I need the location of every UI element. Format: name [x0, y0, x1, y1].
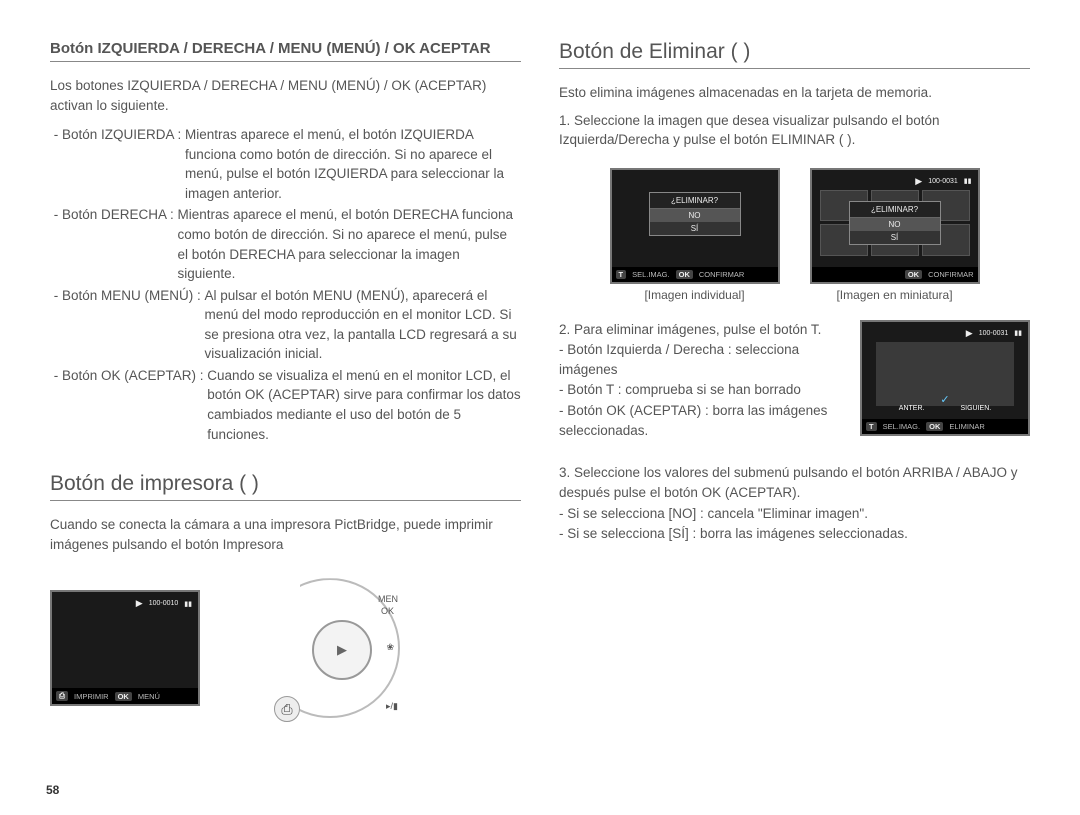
delete-dialog: ¿ELIMINAR? NO SÍ — [649, 192, 741, 236]
section-title-nav-buttons: Botón IZQUIERDA / DERECHA / MENU (MENÚ) … — [50, 40, 521, 62]
lcd-single-image: ¿ELIMINAR? NO SÍ T SEL.IMAG. OK CONFIRMA… — [610, 168, 780, 302]
printer-button-icon: ⎙ — [274, 696, 300, 722]
image-counter: 100-0031 — [979, 330, 1009, 337]
def-menu: - Botón MENU (MENÚ) : Al pulsar el botón… — [50, 286, 521, 364]
flower-icon: ❀ — [386, 642, 394, 653]
intro-text: Los botones IZQUIERDA / DERECHA / MENU (… — [50, 76, 521, 115]
button-definitions: - Botón IZQUIERDA : Mientras aparece el … — [50, 125, 521, 444]
play-icon: ▶ — [966, 328, 973, 339]
section-title-printer: Botón de impresora ( ) — [50, 472, 521, 501]
section-title-delete: Botón de Eliminar ( ) — [559, 40, 1030, 69]
step-2-row: 2. Para eliminar imágenes, pulse el botó… — [559, 320, 1030, 442]
lcd-thumbnail: ▶ 100-0031 ▮▮ ¿ELIMINAR? NO SÍ — [810, 168, 980, 302]
left-column: Botón IZQUIERDA / DERECHA / MENU (MENÚ) … — [50, 40, 521, 728]
def-izquierda: - Botón IZQUIERDA : Mientras aparece el … — [50, 125, 521, 203]
manual-page: Botón IZQUIERDA / DERECHA / MENU (MENÚ) … — [50, 40, 1030, 728]
arrow-icon: ▸/▮ — [386, 701, 398, 712]
printer-text: Cuando se conecta la cámara a una impres… — [50, 515, 521, 554]
battery-icon: ▮▮ — [964, 177, 972, 185]
play-icon: ▶ — [915, 176, 922, 187]
def-derecha: - Botón DERECHA : Mientras aparece el me… — [50, 205, 521, 283]
delete-screens-row: ¿ELIMINAR? NO SÍ T SEL.IMAG. OK CONFIRMA… — [559, 168, 1030, 302]
nav-next: SIGUIEN. — [960, 405, 991, 412]
right-column: Botón de Eliminar ( ) Esto elimina imáge… — [559, 40, 1030, 728]
image-counter: 100-0010 — [149, 600, 179, 607]
printer-illustration-row: ▶ 100-0010 ▮▮ ⎙ IMPRIMIR OK MENÚ — [50, 568, 521, 728]
step-3: 3. Seleccione los valores del submenú pu… — [559, 463, 1030, 544]
delete-intro: Esto elimina imágenes almacenadas en la … — [559, 83, 1030, 103]
dpad-illustration: ▶ MEN OK ❀ ▸/▮ ⎙ — [240, 568, 400, 728]
lcd-select-images: ▶ 100-0031 ▮▮ ✓ ANTER. SIGUIEN. T SEL.I — [860, 320, 1030, 442]
lcd-printer-preview: ▶ 100-0010 ▮▮ ⎙ IMPRIMIR OK MENÚ — [50, 590, 200, 706]
image-counter: 100-0031 — [928, 178, 958, 185]
nav-prev: ANTER. — [899, 405, 925, 412]
print-key-icon: ⎙ — [56, 691, 68, 701]
play-icon: ▶ — [136, 598, 143, 609]
battery-icon: ▮▮ — [1014, 329, 1022, 337]
play-icon: ▶ — [337, 642, 347, 658]
step-1: 1. Seleccione la imagen que desea visual… — [559, 111, 1030, 150]
ok-key: OK — [115, 692, 132, 701]
def-ok: - Botón OK (ACEPTAR) : Cuando se visuali… — [50, 366, 521, 444]
battery-icon: ▮▮ — [184, 600, 192, 608]
page-number: 58 — [46, 783, 59, 797]
delete-dialog: ¿ELIMINAR? NO SÍ — [849, 201, 941, 245]
